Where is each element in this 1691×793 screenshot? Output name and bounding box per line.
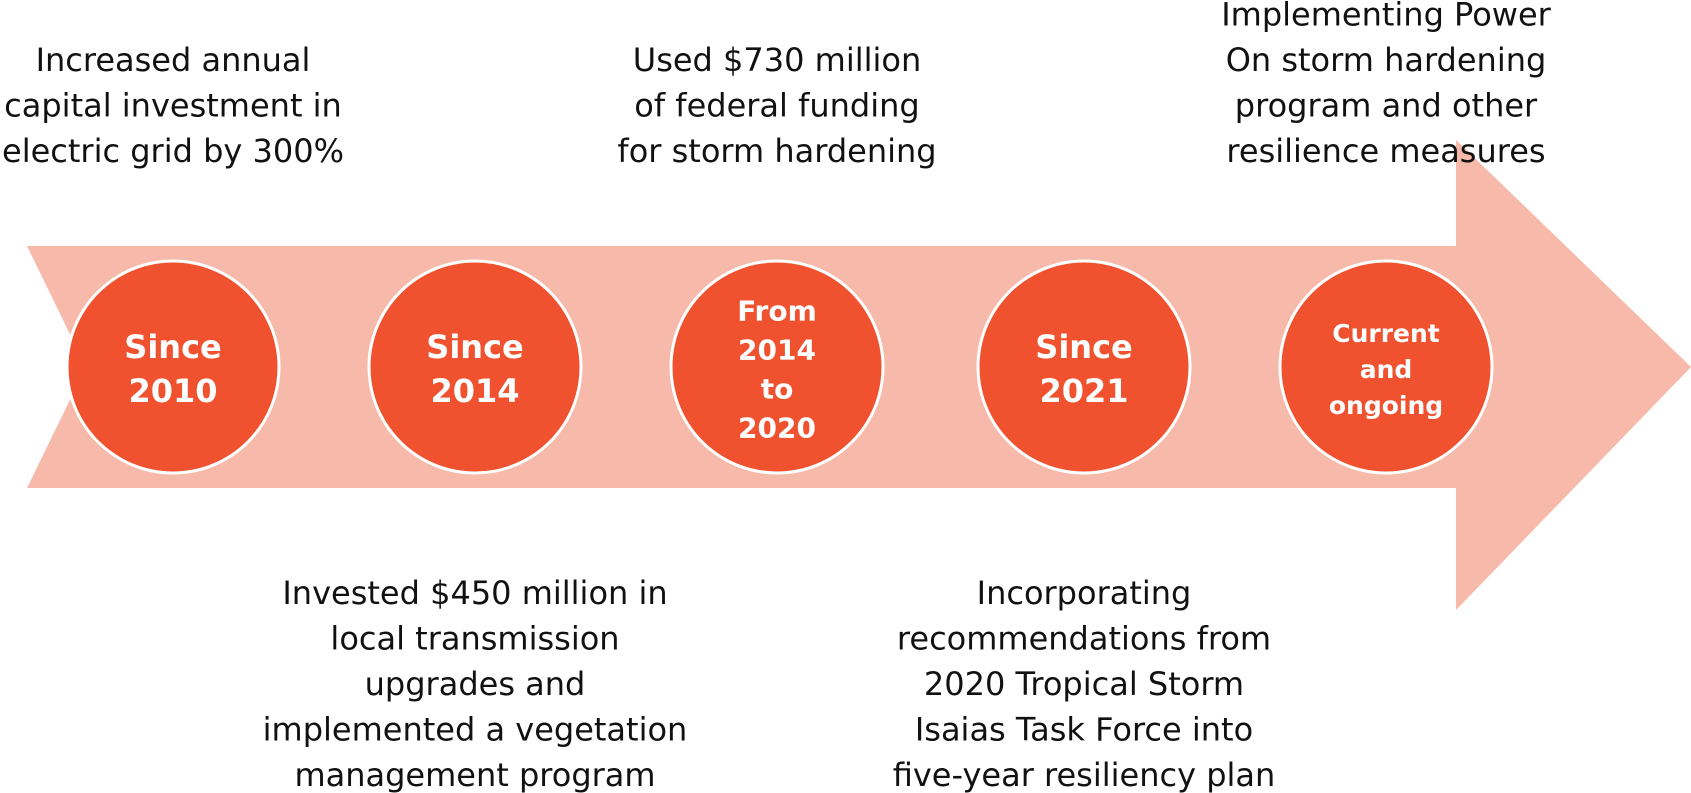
milestone-period: Since	[426, 328, 523, 366]
milestone-period: Since	[124, 328, 221, 366]
milestone-description: Invested $450 million in	[282, 574, 667, 612]
milestone-period: Current	[1332, 319, 1440, 348]
milestone-description: of federal funding	[634, 87, 919, 125]
milestone-period: From	[737, 295, 817, 328]
milestone-description: management program	[294, 756, 655, 793]
milestone-description: recommendations from	[897, 620, 1271, 658]
milestone-period: ongoing	[1329, 391, 1443, 420]
milestone-description: implemented a vegetation	[263, 711, 688, 749]
milestone-description: five-year resiliency plan	[893, 756, 1276, 793]
milestone-description: Incorporating	[977, 574, 1192, 612]
milestone-description: local transmission	[330, 620, 619, 658]
milestone-period: 2020	[738, 412, 816, 445]
milestone-circle	[669, 259, 885, 475]
milestone-description: 2020 Tropical Storm	[924, 665, 1244, 703]
milestone-description: electric grid by 300%	[2, 132, 344, 170]
milestone-period: Since	[1035, 328, 1132, 366]
milestone-circle	[976, 259, 1192, 475]
milestones: Since 2010 Increased annual capital investm…	[2, 0, 1552, 793]
milestone-circle	[367, 259, 583, 475]
milestone-description: capital investment in	[4, 87, 342, 125]
milestone-description: On storm hardening	[1226, 41, 1547, 79]
milestone-period: to	[761, 373, 794, 406]
milestone-period: and	[1360, 355, 1413, 384]
milestone-period: 2014	[430, 372, 519, 410]
milestone-description: upgrades and	[365, 665, 586, 703]
milestone-description: program and other	[1235, 87, 1538, 125]
milestone-period: 2010	[128, 372, 217, 410]
milestone-description: Implementing Power	[1221, 0, 1551, 34]
milestone-description: for storm hardening	[617, 132, 936, 170]
milestone-circle	[65, 259, 281, 475]
milestone-period: 2014	[738, 334, 816, 367]
milestone-description: resilience measures	[1226, 132, 1545, 170]
milestone-description: Increased annual	[36, 41, 311, 79]
milestone-description: Isaias Task Force into	[915, 711, 1253, 749]
milestone-description: Used $730 million	[633, 41, 921, 79]
milestone-circle	[1278, 259, 1494, 475]
milestone-period: 2021	[1039, 372, 1128, 410]
